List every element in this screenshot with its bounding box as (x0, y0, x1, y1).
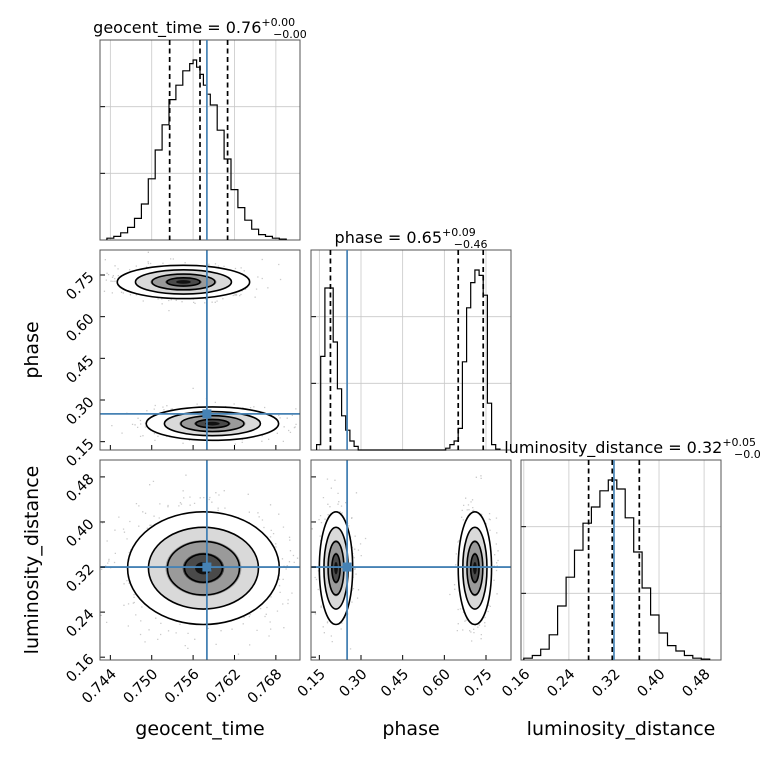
x-axis-label: luminosity_distance (527, 718, 716, 740)
contour-line (166, 276, 201, 287)
scatter-panel-geocent_time-luminosity_distance (99, 459, 301, 661)
panel-title-geocent_time: geocent_time = 0.76+0.00 −0.00 (93, 16, 307, 41)
x-tick-label: 0.75 (461, 666, 495, 700)
hist-frame (520, 459, 722, 661)
contour-line (462, 526, 488, 610)
x-tick-label: 0.40 (634, 666, 668, 700)
contour-line (318, 511, 354, 626)
hist-step-phase (316, 269, 501, 451)
y-tick-label: 0.60 (64, 311, 98, 345)
scatter-panel-geocent_time-phase (99, 249, 301, 451)
contour-line (126, 511, 281, 626)
panel-title-phase: phase = 0.65+0.09 −0.46 (335, 226, 488, 251)
hist-frame (310, 249, 512, 451)
y-tick-label: 0.45 (64, 353, 98, 387)
contour-line (180, 414, 245, 433)
truth-marker (202, 409, 212, 419)
y-tick-label: 0.16 (64, 652, 98, 686)
y-tick-label: 0.40 (64, 516, 98, 550)
x-tick-label: 0.32 (589, 666, 623, 700)
x-tick-label: 0.15 (295, 666, 329, 700)
x-tick-label: 0.756 (162, 666, 203, 707)
contour-line (195, 418, 230, 429)
contour-line (166, 540, 241, 596)
contour-line (145, 406, 280, 442)
x-axis-label: geocent_time (135, 718, 264, 740)
hist-step-luminosity_distance (523, 479, 711, 660)
contour-line (163, 410, 262, 437)
panel-content (100, 474, 299, 655)
hist-panel-luminosity_distance: luminosity_distance = 0.32+0.05−0.04 (504, 436, 760, 661)
contour-line (466, 540, 484, 596)
x-axis-label: phase (382, 718, 439, 740)
panel-content (103, 251, 297, 445)
contour-line (183, 553, 224, 584)
x-tick-label: 0.45 (378, 666, 412, 700)
y-tick-label: 0.30 (64, 394, 98, 428)
y-tick-label: 0.24 (64, 606, 98, 640)
y-tick-label: 0.15 (64, 436, 98, 470)
hist-panel-geocent_time: geocent_time = 0.76+0.00 −0.00 (93, 16, 307, 241)
y-tick-label: 0.48 (64, 471, 98, 505)
contour-line (147, 526, 260, 610)
x-tick-label: 0.762 (203, 666, 244, 707)
panel-title-luminosity_distance: luminosity_distance = 0.32+0.05−0.04 (504, 436, 760, 461)
hist-panel-phase: phase = 0.65+0.09 −0.46 (310, 226, 512, 451)
x-tick-label: 0.60 (420, 666, 454, 700)
panel-content (311, 475, 499, 650)
density-level (176, 280, 191, 284)
x-tick-label: 0.16 (499, 666, 533, 700)
contour-line (151, 273, 216, 291)
panel-frame (99, 249, 301, 451)
y-tick-label: 0.32 (64, 561, 98, 595)
density-level (205, 421, 220, 426)
y-tick-label: 0.75 (64, 269, 98, 303)
contour-line (134, 269, 233, 295)
contour-line (331, 553, 341, 584)
x-tick-label: 0.768 (245, 666, 286, 707)
truth-marker (202, 562, 212, 572)
panel-frame (310, 459, 512, 661)
contour-line (116, 264, 251, 300)
contour-line (457, 511, 493, 626)
contour-line (469, 553, 480, 584)
hist-step-geocent_time (106, 59, 287, 240)
x-tick-label: 0.48 (680, 666, 714, 700)
panel-frame (99, 459, 301, 661)
x-tick-label: 0.30 (336, 666, 370, 700)
density-level (473, 561, 477, 575)
y-axis-label: phase (21, 321, 43, 378)
x-tick-label: 0.24 (544, 666, 578, 700)
y-axis-label: luminosity_distance (21, 466, 43, 655)
density-level (334, 561, 338, 575)
x-tick-label: 0.750 (121, 666, 162, 707)
scatter-panel-phase-luminosity_distance (310, 459, 512, 661)
truth-marker (342, 562, 352, 572)
